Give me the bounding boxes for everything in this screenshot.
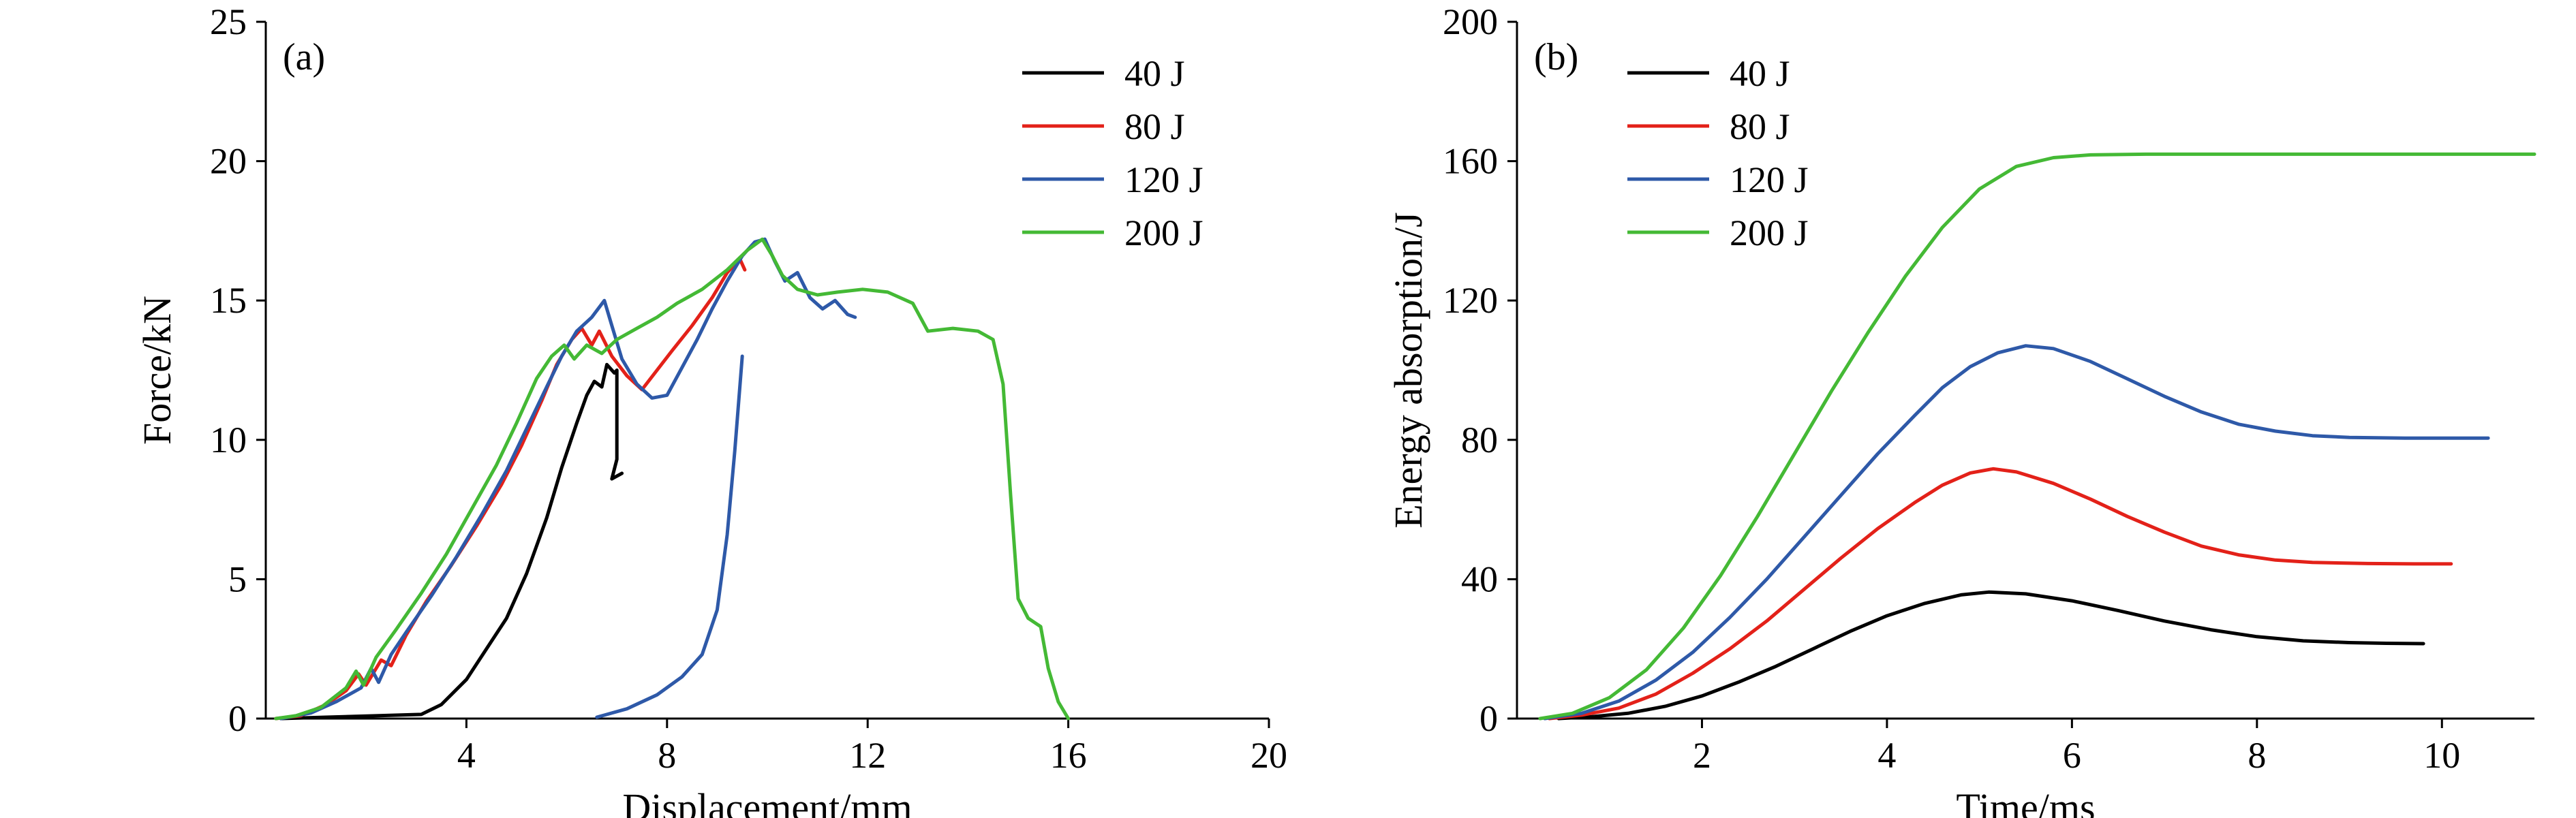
legend-label-40J: 40 J: [1730, 53, 1790, 94]
y-tick-label: 80: [1461, 420, 1498, 460]
x-tick-label: 20: [1251, 735, 1287, 776]
legend-label-80J: 80 J: [1124, 106, 1185, 147]
x-tick-label: 6: [2063, 735, 2081, 776]
legend: 40 J 80 J 120 J 200 J: [1022, 53, 1203, 253]
chart-panel-a: 4 8 12 16 20 0 5 10 15 20 25 Displacement/mm Force/k…: [135, 1, 1287, 818]
x-tick-label: 10: [2423, 735, 2460, 776]
legend-label-200J: 200 J: [1730, 213, 1809, 253]
series-line-120J: [1543, 344, 2490, 721]
y-tick-label: 120: [1443, 280, 1498, 321]
y-axis-label: Force/kN: [135, 296, 179, 445]
x-tick-label: 12: [849, 735, 886, 776]
legend-label-200J: 200 J: [1124, 213, 1203, 253]
series-line-200J: [1538, 152, 2536, 721]
y-axis-label: Energy absorption/J: [1386, 212, 1430, 528]
y-tick-label: 200: [1443, 1, 1498, 42]
x-axis-label: Displacement/mm: [622, 785, 912, 818]
x-tick-label: 8: [658, 735, 676, 776]
panel-label: (b): [1534, 36, 1578, 78]
y-tick-label: 160: [1443, 141, 1498, 182]
x-tick-label: 4: [1877, 735, 1896, 776]
x-tick-label: 2: [1693, 735, 1711, 776]
x-tick-label: 8: [2248, 735, 2266, 776]
legend-label-120J: 120 J: [1124, 159, 1203, 200]
legend-label-120J: 120 J: [1730, 159, 1809, 200]
legend: 40 J 80 J 120 J 200 J: [1627, 53, 1809, 253]
chart-panel-b: 2 4 6 8 10 0 40 80 120 160 200 Time/ms Energy absorp…: [1386, 1, 2536, 818]
legend-label-80J: 80 J: [1730, 106, 1790, 147]
y-tick-label: 0: [1479, 698, 1498, 739]
x-axis-label: Time/ms: [1956, 785, 2095, 818]
series-line-80J: [274, 257, 747, 721]
y-tick-label: 40: [1461, 559, 1498, 599]
y-tick-label: 15: [210, 280, 247, 321]
series-line-200J: [274, 237, 1071, 721]
legend-label-40J: 40 J: [1124, 53, 1185, 94]
y-tick-label: 5: [228, 559, 247, 599]
series-line-120J: [595, 354, 744, 719]
series-line-120J: [279, 237, 857, 721]
series-line-40J: [1557, 590, 2425, 721]
series-line-80J: [1548, 467, 2453, 721]
x-tick-label: 4: [457, 735, 476, 776]
y-tick-label: 20: [210, 141, 247, 182]
series-line-40J: [279, 362, 624, 721]
y-tick-label: 25: [210, 1, 247, 42]
y-tick-label: 0: [228, 698, 247, 739]
y-tick-label: 10: [210, 420, 247, 460]
x-tick-label: 16: [1050, 735, 1087, 776]
panel-label: (a): [283, 36, 325, 78]
